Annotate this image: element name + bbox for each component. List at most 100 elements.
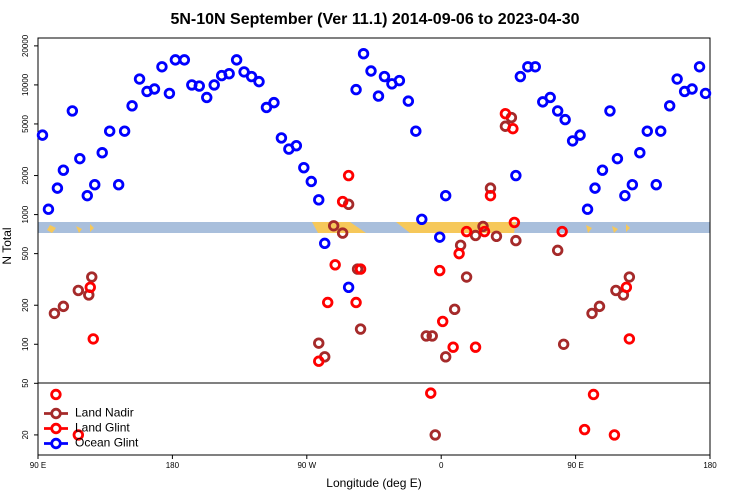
point [48,307,61,320]
legend-marker [50,422,62,435]
point [544,91,556,104]
point [478,225,491,238]
point [655,125,667,137]
chart-title: 5N-10N September (Ver 11.1) 2014-09-06 t… [170,11,579,28]
point [650,179,662,191]
point [416,213,428,225]
y-tick-label: 200 [21,298,30,312]
point [51,182,64,194]
point [74,152,86,165]
y-tick-label: 500 [21,246,30,260]
point [260,101,273,114]
x-tick-label: 180 [166,461,180,470]
point [626,179,639,191]
point [354,263,367,275]
point [223,68,235,80]
point [327,220,340,232]
point [641,125,653,137]
point [434,231,446,243]
point [336,195,349,208]
y-tick-label: 1000 [21,205,30,223]
point [50,388,62,401]
legend-marker [50,407,62,420]
point [448,303,461,316]
point [72,284,85,297]
point [410,125,422,137]
surface-band [38,222,710,233]
point [556,225,568,238]
x-tick-label: 90 E [30,461,46,470]
point [596,164,609,176]
point [593,300,606,313]
point [357,48,370,60]
point [623,333,636,345]
point [133,73,146,85]
point [436,315,449,328]
point [230,54,243,66]
point [305,175,317,188]
series [36,48,712,293]
point [87,333,99,345]
point [420,330,432,342]
y-tick-label: 2000 [21,166,30,184]
point [313,337,325,349]
point [574,129,586,141]
point [439,189,452,202]
point [275,132,288,144]
point [551,105,564,117]
point [118,125,131,137]
point [193,80,205,92]
point [663,100,676,112]
y-axis-label: N Total [0,227,14,264]
point [402,95,415,107]
point [514,70,527,83]
point [508,216,521,229]
point [425,387,437,399]
point [447,341,459,353]
point [439,351,452,363]
point [693,61,706,73]
point [426,330,438,342]
point [529,61,541,73]
point [342,169,355,182]
plot-frame [37,37,711,456]
point [578,423,591,436]
point [313,194,325,206]
point [57,300,70,313]
point [313,355,325,367]
point [608,429,621,441]
point [126,100,138,112]
point [623,271,636,283]
point [372,90,385,102]
point [350,296,362,309]
point [671,73,683,85]
point [429,429,441,441]
point [290,139,303,152]
point [510,169,522,182]
point [89,179,101,191]
point [559,113,571,126]
legend-label: Land Nadir [75,406,134,420]
point [81,189,93,202]
point [507,122,519,135]
y-tick-label: 10000 [21,73,30,96]
point [490,230,503,243]
point [557,338,570,350]
point [268,96,280,109]
point [57,164,70,176]
point [156,61,168,73]
point [581,203,594,215]
x-tick-label: 180 [703,461,717,470]
point [86,271,98,283]
y-tick-label: 50 [21,378,30,387]
point [586,307,598,320]
point [460,271,473,283]
point [477,220,489,233]
x-tick-label: 0 [439,461,444,470]
y-tick-label: 20000 [21,34,30,57]
point [460,225,473,238]
point [66,105,79,117]
point [36,129,49,141]
x-axis-label: Longitude (deg E) [326,476,421,490]
